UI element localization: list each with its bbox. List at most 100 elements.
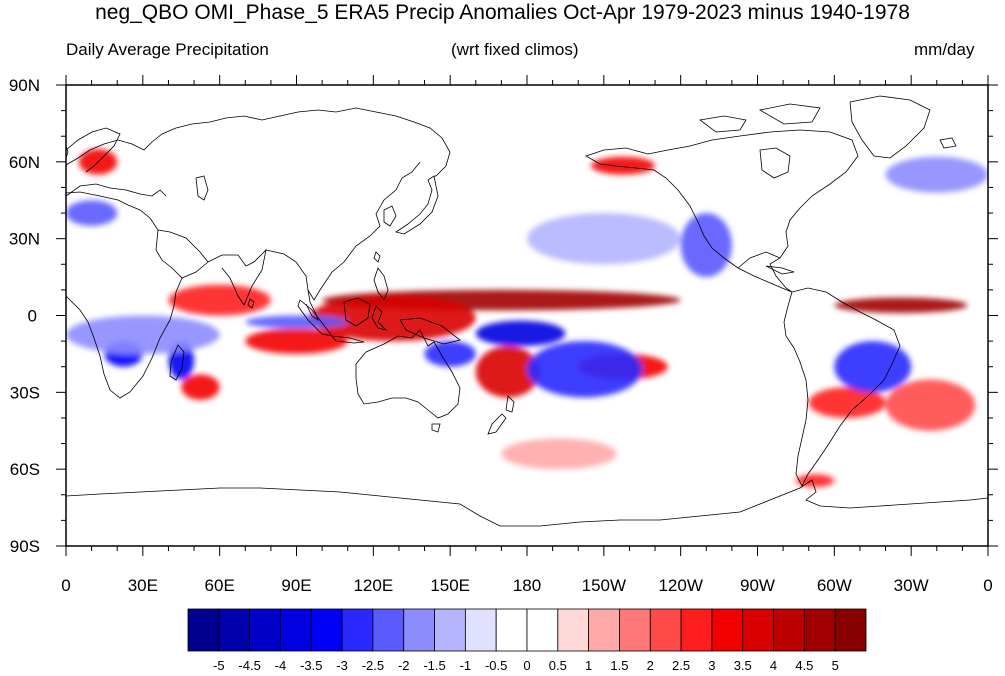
colorbar-level-label: -4.5: [238, 658, 260, 673]
coastline-java: [331, 335, 365, 344]
colorbar-swatch: [187, 608, 220, 652]
anomaly-patch-23: [424, 341, 476, 367]
coastline-india: [207, 248, 267, 306]
colorbar-swatch: [341, 608, 374, 652]
colorbar-level-label: -3.5: [300, 658, 322, 673]
coastline-hudson: [759, 147, 791, 179]
latitude-labels: 90N 60N 30N 0 30S 60S 90S: [9, 76, 40, 556]
colorbar-level-label: 5: [832, 658, 839, 673]
lat-tick-label: 90S: [10, 537, 40, 556]
subtitle-left: Daily Average Precipitation: [66, 40, 269, 59]
coastline-japan: [395, 175, 439, 235]
colorbar-swatch: [249, 608, 281, 652]
coastline-iceland: [939, 137, 957, 149]
anomaly-patch-4: [475, 346, 540, 398]
anomaly-patch-20: [245, 315, 348, 329]
anomaly-shading: [66, 149, 988, 488]
anomaly-patch-9: [501, 438, 617, 470]
colorbar-swatch: [403, 608, 435, 652]
colorbar-swatch: [588, 608, 620, 652]
lat-tick-label: 60N: [9, 153, 40, 172]
lon-tick-label: 150E: [430, 576, 470, 595]
anomaly-patch-8: [168, 284, 271, 316]
coastline-africa: [66, 191, 183, 399]
lat-tick-label: 90N: [9, 76, 40, 95]
coastline-arabia: [157, 229, 209, 279]
colorbar-level-label: -2: [398, 658, 410, 673]
colorbar-swatch: [680, 608, 713, 652]
coastline-mediterranean: [66, 183, 167, 197]
colorbar-labels: -5 -4.5 -4 -3.5 -3 -2.5 -2 -1.5 -1 -0.5 0 0.5 1 1.5 2 2…: [213, 658, 839, 673]
coastline-sumatra: [297, 299, 333, 337]
coastline-australia: [355, 329, 461, 419]
lon-tick-label: 120W: [658, 576, 702, 595]
coastline-taiwan: [373, 251, 381, 263]
colorbar-level-label: 4: [770, 658, 777, 673]
longitude-labels: 0 30E 60E 90E 120E 150E 180 150W 120W 90W 60W 30W 0: [61, 576, 992, 595]
colorbar-swatch: [218, 608, 251, 652]
lon-tick-label: 90W: [740, 576, 775, 595]
anomaly-patch-22: [834, 341, 912, 393]
coastlines: [66, 95, 988, 527]
anomaly-patch-10: [885, 379, 976, 431]
coastline-south-america: [783, 287, 901, 487]
colorbar-swatch: [557, 608, 590, 652]
coastline-caspian: [195, 175, 209, 201]
colorbar-level-label: -3: [336, 658, 348, 673]
lon-tick-label: 30E: [128, 576, 158, 595]
colorbar-level-label: 3.5: [734, 658, 752, 673]
colorbar-swatch: [773, 608, 805, 652]
colorbar-swatch: [803, 608, 836, 652]
anomaly-patch-17: [527, 341, 643, 398]
colorbar-level-label: -1.5: [423, 658, 445, 673]
lat-tick-label: 30N: [9, 230, 40, 249]
colorbar-level-label: -2.5: [362, 658, 384, 673]
colorbar-swatch: [834, 608, 867, 652]
lon-tick-label: 0: [983, 576, 992, 595]
colorbar-swatch: [711, 608, 744, 652]
coastline-se-asia: [265, 161, 421, 301]
anomaly-patch-12: [591, 156, 656, 175]
colorbar-swatch: [742, 608, 774, 652]
chart-title: neg_QBO OMI_Phase_5 ERA5 Precip Anomalie…: [95, 1, 910, 24]
lat-tick-label: 0: [28, 307, 37, 326]
colorbar-swatch: [464, 608, 497, 652]
anomaly-patch-7: [808, 387, 886, 418]
coastline-sulawesi: [371, 305, 388, 331]
lon-tick-label: 150W: [582, 576, 626, 595]
colorbar-level-label: -1: [460, 658, 472, 673]
coastline-greenland: [849, 95, 931, 159]
coastline-korea: [383, 205, 397, 227]
lon-tick-label: 60E: [205, 576, 235, 595]
coastline-gulf: [737, 251, 781, 269]
colorbar-swatch: [526, 608, 559, 652]
anomaly-patch-2: [309, 295, 476, 342]
lon-tick-label: 60W: [817, 576, 852, 595]
colorbar-swatch: [434, 608, 466, 652]
colorbar-swatch: [280, 608, 312, 652]
anomaly-patch-1: [834, 297, 968, 313]
coastline-antarctica: [66, 479, 988, 527]
colorbar-level-label: -0.5: [485, 658, 507, 673]
colorbar-level-label: 1: [585, 658, 592, 673]
lon-tick-label: 180: [513, 576, 541, 595]
lon-tick-label: 0: [61, 576, 70, 595]
colorbar-level-label: 3: [708, 658, 715, 673]
lon-tick-label: 90E: [281, 576, 311, 595]
coastline-tasmania: [431, 423, 441, 433]
anomaly-patch-21: [680, 213, 732, 278]
subtitle-center: (wrt fixed climos): [451, 40, 579, 59]
colorbar-level-label: 2: [647, 658, 654, 673]
colorbar-level-label: 0.5: [549, 658, 567, 673]
colorbar-level-label: -4: [275, 658, 287, 673]
anomaly-patch-3: [245, 328, 348, 354]
colorbar-swatch: [619, 608, 651, 652]
lon-tick-label: 30W: [894, 576, 929, 595]
anomaly-patch-24: [885, 156, 988, 193]
colorbar-swatch: [310, 608, 343, 652]
colorbar-level-label: 0: [523, 658, 530, 673]
colorbar-swatch: [372, 608, 405, 652]
coastline-srilanka: [247, 298, 255, 309]
anomaly-patch-19: [66, 315, 220, 354]
